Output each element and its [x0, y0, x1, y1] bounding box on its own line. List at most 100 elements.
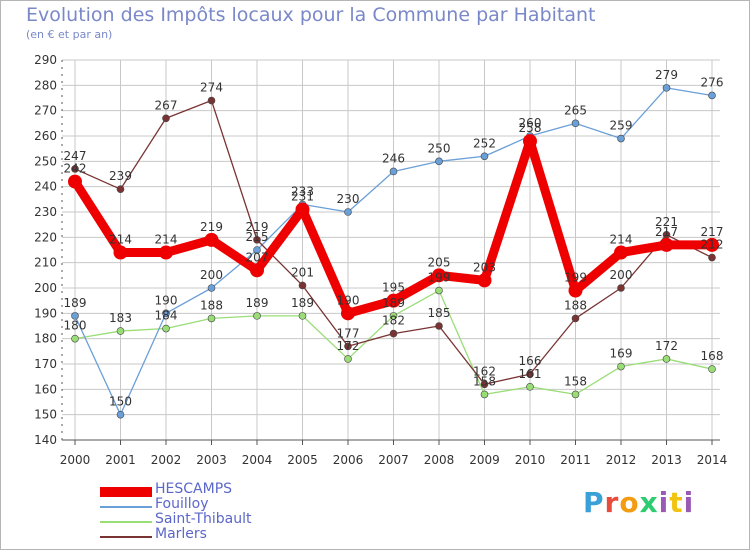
- y-tick-label-210: 210: [34, 256, 57, 270]
- y-tick-label-220: 220: [34, 230, 57, 244]
- data-label-saint-thibault-2014: 168: [701, 349, 724, 363]
- point-saint-thibault-2005: [298, 312, 307, 320]
- point-hescamps-2012: [614, 245, 628, 260]
- data-label-fouilloy-2004: 215: [246, 230, 269, 244]
- point-fouilloy-2000: [71, 312, 79, 320]
- point-hescamps-2009: [477, 273, 492, 288]
- data-label-marlers-2002: 267: [155, 98, 178, 112]
- x-tick-label-2007: 2007: [378, 453, 409, 467]
- point-saint-thibault-2008: [435, 286, 443, 295]
- point-marlers-2009: [480, 380, 489, 389]
- y-tick-label-280: 280: [34, 78, 57, 92]
- data-label-hescamps-2001: 214: [109, 233, 132, 247]
- proxiti-logo-letter: t: [669, 486, 684, 519]
- y-tick-label-240: 240: [34, 180, 57, 194]
- point-fouilloy-2006: [344, 208, 352, 216]
- point-hescamps-2013: [659, 237, 674, 252]
- data-label-fouilloy-2013: 279: [655, 68, 678, 82]
- data-label-saint-thibault-2012: 169: [610, 347, 633, 361]
- data-label-saint-thibault-2008: 199: [428, 271, 451, 285]
- point-fouilloy-2001: [116, 410, 125, 419]
- data-label-marlers-2014: 212: [701, 238, 724, 252]
- data-label-hescamps-2014: 217: [701, 225, 724, 239]
- data-label-fouilloy-2010: 260: [519, 116, 542, 130]
- data-label-hescamps-2000: 242: [64, 162, 87, 176]
- point-marlers-2005: [298, 281, 307, 290]
- x-tick-label-2003: 2003: [196, 453, 227, 467]
- data-label-saint-thibault-2001: 183: [109, 311, 132, 325]
- point-hescamps-2003: [204, 232, 219, 247]
- data-label-fouilloy-2003: 200: [200, 268, 223, 282]
- data-label-hescamps-2010: 258: [519, 121, 542, 135]
- proxiti-logo-letter: i: [683, 486, 695, 519]
- data-label-saint-thibault-2006: 172: [337, 339, 360, 353]
- data-label-fouilloy-2007: 246: [382, 151, 405, 165]
- x-tick-label-2014: 2014: [697, 453, 728, 467]
- y-tick-label-180: 180: [34, 332, 57, 346]
- y-tick-label-170: 170: [34, 357, 57, 371]
- point-marlers-2006: [344, 342, 352, 351]
- y-tick-label-150: 150: [34, 408, 57, 422]
- point-saint-thibault-2007: [389, 312, 398, 320]
- x-tick-label-2013: 2013: [651, 453, 682, 467]
- point-fouilloy-2008: [435, 157, 443, 166]
- data-label-saint-thibault-2010: 161: [519, 367, 542, 381]
- legend-swatch-marlers: [100, 536, 152, 538]
- point-hescamps-2002: [159, 245, 173, 260]
- point-marlers-2004: [253, 236, 261, 244]
- x-tick-label-2000: 2000: [60, 453, 91, 467]
- data-label-hescamps-2011: 199: [564, 271, 587, 285]
- data-label-saint-thibault-2005: 189: [291, 296, 314, 310]
- legend-swatch-fouilloy: [100, 506, 152, 508]
- proxiti-logo-letter: i: [658, 486, 670, 519]
- data-label-saint-thibault-2007: 189: [382, 296, 405, 310]
- x-tick-label-2012: 2012: [606, 453, 637, 467]
- point-saint-thibault-2006: [344, 355, 352, 363]
- point-marlers-2014: [708, 253, 716, 262]
- data-label-saint-thibault-2011: 158: [564, 374, 587, 388]
- point-hescamps-2000: [68, 174, 82, 189]
- x-tick-label-2009: 2009: [469, 453, 500, 467]
- data-label-fouilloy-2001: 150: [109, 395, 132, 409]
- point-marlers-2000: [71, 165, 79, 173]
- x-tick-label-2008: 2008: [424, 453, 455, 467]
- data-label-saint-thibault-2000: 180: [64, 319, 87, 333]
- point-marlers-2012: [617, 284, 625, 292]
- x-tick-label-2011: 2011: [560, 453, 591, 467]
- data-label-fouilloy-2011: 265: [564, 103, 587, 117]
- point-marlers-2001: [116, 185, 125, 193]
- data-label-hescamps-2005: 231: [291, 189, 314, 203]
- point-saint-thibault-2014: [708, 365, 716, 373]
- chart-subtitle: (en € et par an): [26, 28, 113, 41]
- data-label-marlers-2003: 274: [200, 81, 223, 95]
- proxiti-logo-letter: o: [619, 486, 640, 519]
- x-tick-label-2006: 2006: [333, 453, 364, 467]
- x-tick-label-2002: 2002: [151, 453, 182, 467]
- legend-label-hescamps: HESCAMPS: [155, 481, 233, 497]
- point-saint-thibault-2010: [526, 382, 534, 391]
- point-hescamps-2011: [568, 283, 583, 298]
- data-label-marlers-2006: 177: [337, 326, 360, 340]
- point-hescamps-2001: [113, 245, 128, 260]
- point-hescamps-2005: [295, 202, 310, 217]
- data-label-hescamps-2002: 214: [155, 233, 178, 247]
- point-saint-thibault-2003: [207, 314, 216, 323]
- y-tick-label-250: 250: [34, 154, 57, 168]
- point-hescamps-2007: [386, 293, 401, 308]
- data-label-marlers-2001: 239: [109, 169, 132, 183]
- point-marlers-2008: [435, 322, 443, 330]
- point-saint-thibault-2000: [71, 334, 79, 343]
- point-fouilloy-2012: [617, 134, 625, 143]
- y-tick-label-160: 160: [34, 382, 57, 396]
- point-marlers-2011: [571, 314, 580, 323]
- data-label-hescamps-2006: 190: [337, 293, 360, 307]
- point-saint-thibault-2002: [162, 324, 170, 333]
- point-fouilloy-2004: [253, 246, 261, 254]
- data-label-hescamps-2012: 214: [610, 233, 633, 247]
- point-hescamps-2006: [341, 306, 355, 321]
- y-tick-label-260: 260: [34, 129, 57, 143]
- y-tick-label-200: 200: [34, 281, 57, 295]
- data-label-saint-thibault-2009: 158: [473, 374, 496, 388]
